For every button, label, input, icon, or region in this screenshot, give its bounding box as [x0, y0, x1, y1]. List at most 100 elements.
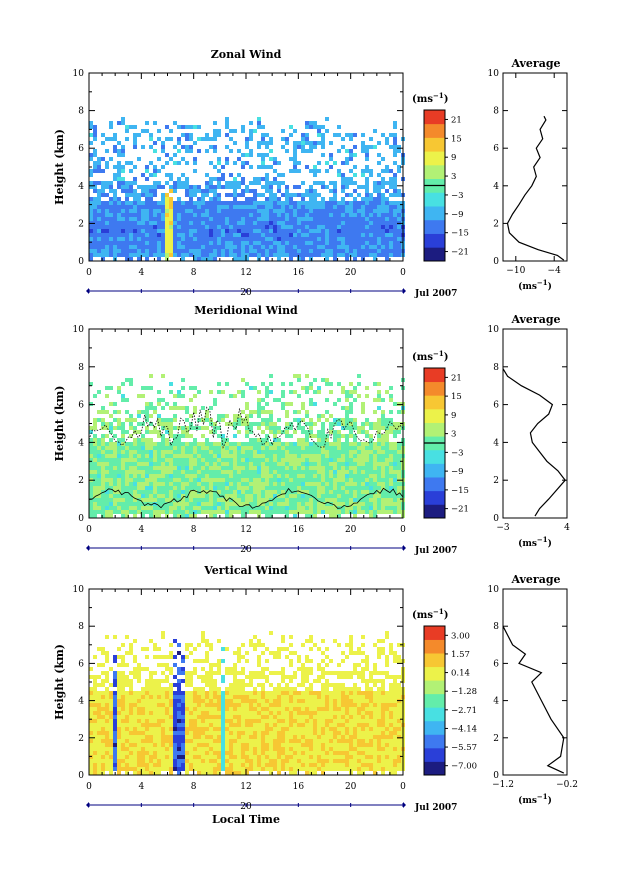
heatmap-cell [89, 205, 93, 209]
heatmap-cell [185, 683, 189, 687]
heatmap-cell [101, 719, 105, 723]
heatmap-cell [233, 394, 237, 398]
heatmap-cell [361, 257, 365, 261]
heatmap-cell [229, 217, 233, 221]
heatmap-cell [161, 213, 165, 217]
heatmap-cell [361, 249, 365, 253]
heatmap-cell [349, 454, 353, 458]
heatmap-cell [273, 486, 277, 490]
heatmap-cell [309, 237, 313, 241]
heatmap-cell [145, 474, 149, 478]
heatmap-cell [125, 470, 129, 474]
heatmap-cell [221, 245, 225, 249]
heatmap-cell [221, 454, 225, 458]
heatmap-cell [221, 450, 225, 454]
heatmap-cell [105, 137, 109, 141]
average-x-label-sup: −1 [537, 535, 548, 544]
heatmap-cell [265, 257, 269, 261]
heatmap-cell [201, 703, 205, 707]
heatmap-cell [353, 510, 357, 514]
heatmap-cell [165, 743, 169, 747]
heatmap-cell [309, 490, 313, 494]
heatmap-cell [113, 137, 117, 141]
heatmap-cell [137, 450, 141, 454]
heatmap-cell [101, 442, 105, 446]
heatmap-cell [201, 426, 205, 430]
heatmap-cell [157, 253, 161, 257]
heatmap-cell [325, 221, 329, 225]
heatmap-cell [205, 237, 209, 241]
heatmap-cell [121, 735, 125, 739]
heatmap-cell [241, 390, 245, 394]
heatmap-cell [293, 462, 297, 466]
heatmap-cell [157, 763, 161, 767]
heatmap-cell [209, 205, 213, 209]
heatmap-cell [89, 233, 93, 237]
heatmap-cell [209, 442, 213, 446]
heatmap-cell [201, 510, 205, 514]
heatmap-cell [181, 727, 185, 731]
heatmap-cell [109, 446, 113, 450]
heatmap-cell [181, 767, 185, 771]
heatmap-cell [393, 454, 397, 458]
heatmap-cell [205, 474, 209, 478]
heatmap-cell [145, 129, 149, 133]
heatmap-cell [161, 442, 165, 446]
heatmap-cell [113, 659, 117, 663]
heatmap-cell [209, 751, 213, 755]
heatmap-cell [185, 185, 189, 189]
heatmap-cell [193, 189, 197, 193]
heatmap-cell [125, 651, 129, 655]
heatmap-cell [205, 506, 209, 510]
heatmap-cell [225, 221, 229, 225]
heatmap-cell [185, 466, 189, 470]
heatmap-cell [245, 237, 249, 241]
heatmap-cell [153, 442, 157, 446]
heatmap-cell [173, 450, 177, 454]
heatmap-cell [161, 434, 165, 438]
heatmap-cell [237, 490, 241, 494]
heatmap-cell [205, 454, 209, 458]
heatmap-cell [129, 727, 133, 731]
heatmap-cell [177, 759, 181, 763]
heatmap-cell [369, 434, 373, 438]
heatmap-cell [269, 510, 273, 514]
heatmap-cell [181, 125, 185, 129]
heatmap-cell [157, 691, 161, 695]
heatmap-cell [369, 193, 373, 197]
heatmap-cell [381, 506, 385, 510]
heatmap-cell [153, 490, 157, 494]
heatmap-cell [105, 253, 109, 257]
heatmap-cell [137, 205, 141, 209]
heatmap-cell [365, 177, 369, 181]
average-title: Average [510, 313, 560, 326]
heatmap-cell [117, 755, 121, 759]
heatmap-cell [229, 502, 233, 506]
heatmap-cell [333, 466, 337, 470]
heatmap-cell [217, 763, 221, 767]
heatmap-cell [153, 711, 157, 715]
heatmap-cell [117, 173, 121, 177]
heatmap-cell [309, 450, 313, 454]
heatmap-cell [113, 201, 117, 205]
heatmap-cell [213, 213, 217, 217]
heatmap-cell [365, 458, 369, 462]
heatmap-cell [113, 767, 117, 771]
heatmap-cell [157, 225, 161, 229]
heatmap-cell [121, 209, 125, 213]
heatmap-cell [125, 747, 129, 751]
heatmap-cell [337, 454, 341, 458]
heatmap-cell [149, 711, 153, 715]
heatmap-cell [157, 711, 161, 715]
heatmap-cell [241, 209, 245, 213]
heatmap-cell [301, 245, 305, 249]
heatmap-cell [213, 502, 217, 506]
heatmap-cell [373, 446, 377, 450]
heatmap-cell [257, 510, 261, 514]
heatmap-cell [89, 225, 93, 229]
heatmap-cell [141, 755, 145, 759]
heatmap-cell [89, 209, 93, 213]
heatmap-cell [125, 751, 129, 755]
heatmap-cell [305, 205, 309, 209]
heatmap-cell [321, 237, 325, 241]
